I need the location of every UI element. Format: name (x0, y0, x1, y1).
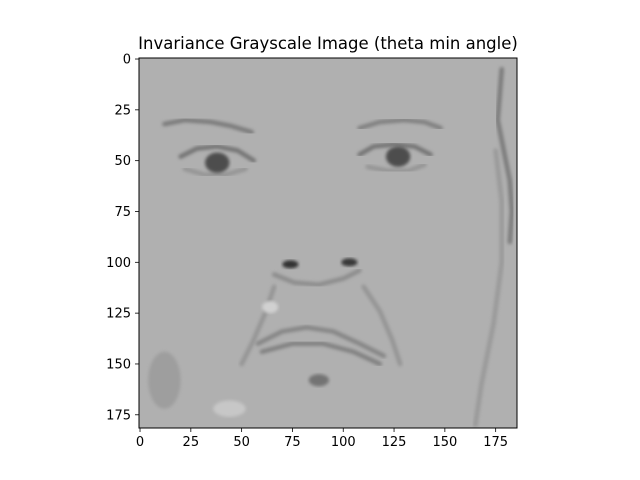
left-nasolabial-fold (239, 284, 277, 367)
y-tick-label: 100 (106, 256, 131, 271)
x-tick-label: 0 (136, 435, 144, 450)
mouth-line (259, 341, 383, 367)
y-axis: 0 25 50 75 100 125 150 175 (106, 53, 139, 423)
y-tick-label: 25 (114, 103, 131, 118)
y-tick-label: 125 (106, 307, 131, 322)
x-tick-label: 75 (284, 435, 301, 450)
y-tick-label: 50 (114, 154, 131, 169)
right-eye-upper-lid (357, 142, 433, 157)
heatmap-background (139, 58, 517, 428)
left-nostril (282, 260, 299, 269)
left-pupil (205, 152, 230, 173)
right-nasolabial-fold (361, 284, 403, 367)
right-pupil (385, 146, 411, 167)
x-tick-label: 100 (331, 435, 356, 450)
right-face-contour (473, 148, 504, 428)
x-tick-label: 25 (183, 435, 200, 450)
right-nostril (341, 258, 358, 267)
right-edge-hairline (495, 66, 515, 245)
y-tick-label: 0 (123, 53, 131, 68)
cheek-light-spot (261, 300, 279, 314)
x-axis: 0 25 50 75 100 125 150 175 (136, 428, 508, 450)
chin-dark (308, 374, 330, 387)
bottom-light-patch (213, 400, 246, 417)
chart-title: Invariance Grayscale Image (theta min an… (138, 34, 518, 53)
left-eye-upper-lid (178, 144, 257, 163)
y-tick-label: 75 (114, 205, 131, 220)
left-eyebrow (162, 117, 255, 135)
plot-frame (138, 57, 518, 429)
x-tick-label: 150 (432, 435, 457, 450)
nose-base (271, 268, 362, 287)
left-eye-lower-lid (182, 166, 248, 178)
right-eye-lower-lid (365, 162, 427, 174)
upper-lip-line (255, 325, 387, 359)
right-eyebrow (357, 117, 444, 131)
left-lower-patch (148, 351, 181, 409)
y-tick-label: 150 (106, 357, 131, 372)
heatmap-image (139, 58, 517, 428)
y-tick-label: 175 (106, 408, 131, 423)
x-tick-label: 175 (483, 435, 508, 450)
x-tick-label: 50 (233, 435, 250, 450)
x-tick-label: 125 (382, 435, 407, 450)
